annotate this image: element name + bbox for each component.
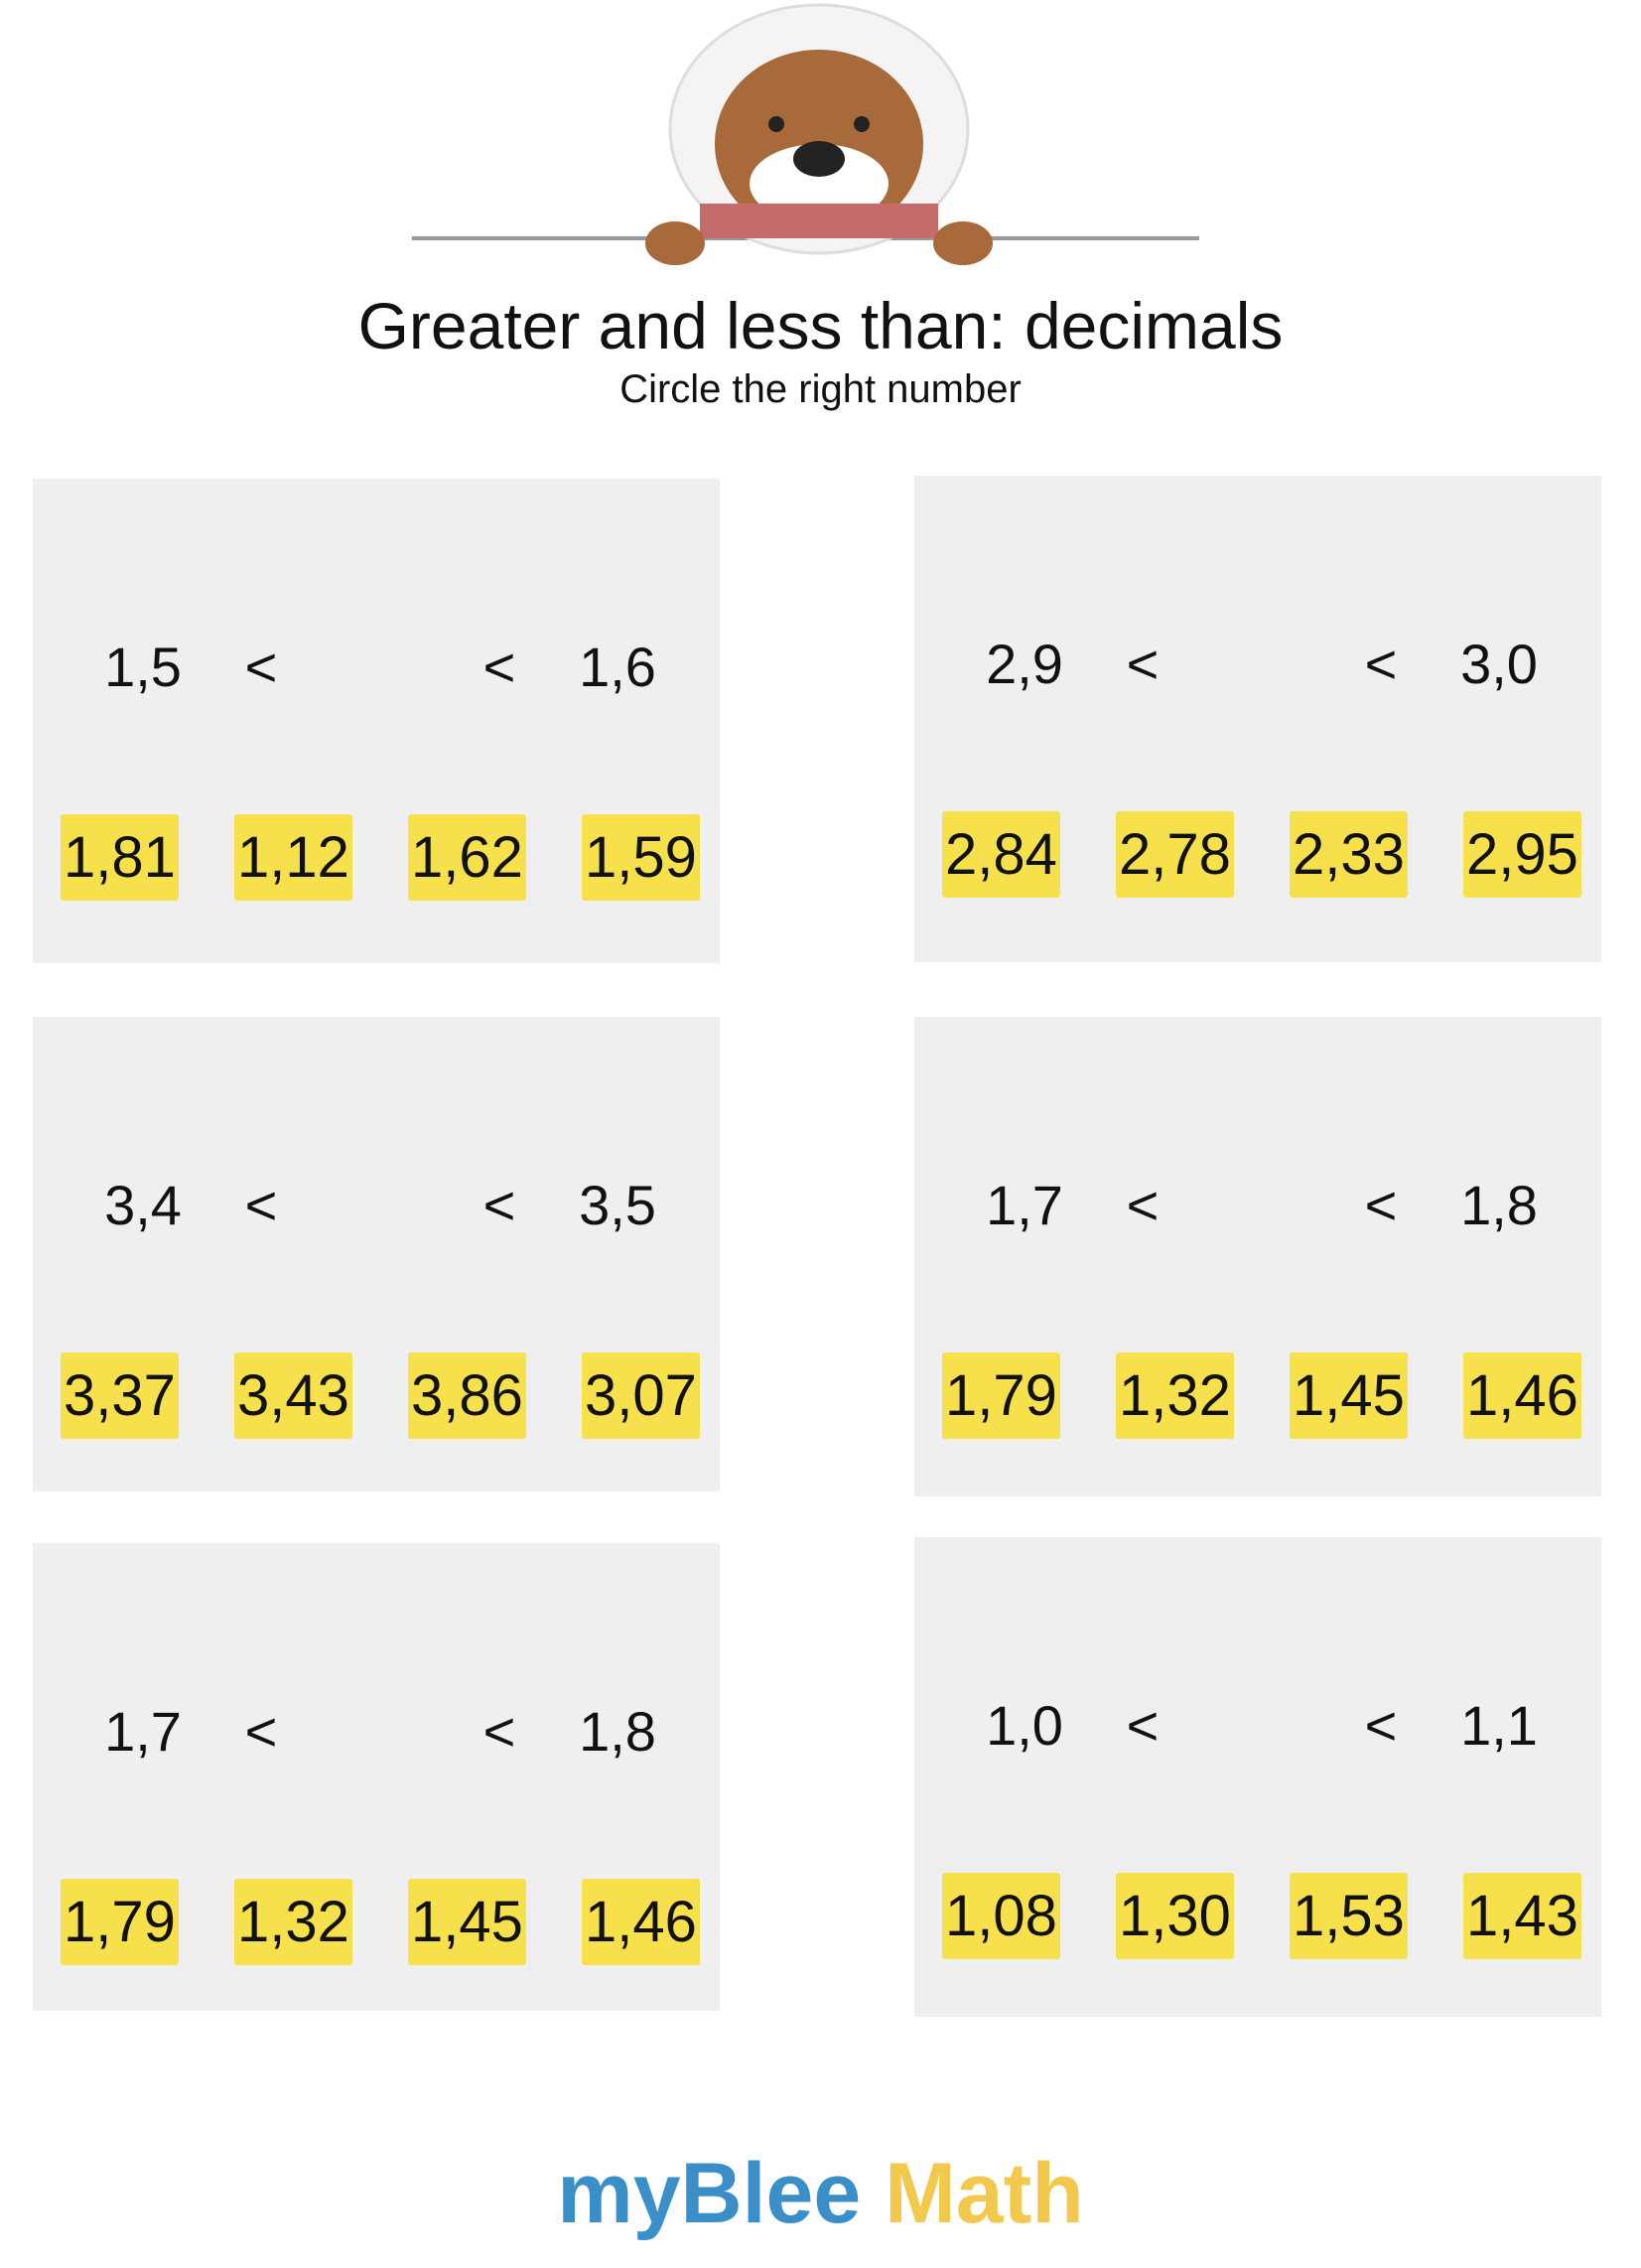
left-number: 1,7 [986,1174,1063,1236]
right-number: 1,6 [579,636,656,698]
answer-option[interactable]: 1,08 [942,1873,1060,1959]
answer-option[interactable]: 1,46 [1463,1352,1581,1439]
logo: myBlee Math [0,2145,1641,2243]
right-number: 1,8 [1460,1174,1538,1236]
right-number: 1,8 [579,1700,656,1763]
answer-option[interactable]: 1,45 [408,1879,526,1965]
less-than: < [482,1700,516,1763]
answer-option[interactable]: 1,53 [1290,1873,1408,1959]
less-than: < [244,636,278,698]
answer-option[interactable]: 1,32 [234,1879,352,1965]
answer-option[interactable]: 1,46 [582,1879,700,1965]
answer-option[interactable]: 1,45 [1290,1352,1408,1439]
answer-option[interactable]: 2,95 [1463,811,1581,898]
left-number: 1,5 [104,636,182,698]
exercise-panel: 3,4 < <3,5 3,37 3,43 3,86 3,07 [33,1017,720,1491]
answer-option[interactable]: 1,59 [582,814,700,901]
answer-option[interactable]: 3,43 [234,1352,352,1439]
exercise-panel: 1,7 < <1,8 1,79 1,32 1,45 1,46 [33,1543,720,2011]
less-than: < [1126,1174,1160,1236]
mascot [412,3,1199,265]
answer-option[interactable]: 1,12 [234,814,352,901]
less-than: < [1126,1694,1160,1757]
answer-option[interactable]: 3,37 [61,1352,179,1439]
less-than: < [1364,1174,1398,1236]
less-than: < [482,1174,516,1236]
exercise-panel: 1,0 < <1,1 1,08 1,30 1,53 1,43 [914,1537,1601,2017]
exercise-panel: 2,9 < <3,0 2,84 2,78 2,33 2,95 [914,476,1601,962]
answer-option[interactable]: 3,07 [582,1352,700,1439]
title: Greater and less than: decimals [357,289,1284,362]
exercise-panel: 1,7 < <1,8 1,79 1,32 1,45 1,46 [914,1017,1601,1496]
left-number: 2,9 [986,633,1063,695]
less-than: < [244,1700,278,1763]
subtitle: Circle the right number [619,367,1022,411]
answer-option[interactable]: 1,43 [1463,1873,1581,1959]
left-number: 3,4 [104,1174,182,1236]
answer-option[interactable]: 1,79 [942,1352,1060,1439]
answer-option[interactable]: 1,79 [61,1879,179,1965]
answer-option[interactable]: 1,81 [61,814,179,901]
subject: Math [885,2146,1084,2241]
less-than: < [1126,633,1160,695]
right-number: 3,0 [1460,633,1538,695]
answer-option[interactable]: 2,84 [942,811,1060,898]
left-number: 1,7 [104,1700,182,1763]
left-number: 1,0 [986,1694,1063,1757]
answer-option[interactable]: 1,32 [1116,1352,1234,1439]
exercise-panel: 1,5 < <1,6 1,81 1,12 1,62 1,59 [33,479,720,963]
brand: myBlee [557,2146,862,2241]
answer-option[interactable]: 1,62 [408,814,526,901]
less-than: < [482,636,516,698]
right-number: 1,1 [1460,1694,1538,1757]
answer-option[interactable]: 1,30 [1116,1873,1234,1959]
answer-option[interactable]: 3,86 [408,1352,526,1439]
less-than: < [1364,1694,1398,1757]
less-than: < [244,1174,278,1236]
answer-option[interactable]: 2,78 [1116,811,1234,898]
answer-option[interactable]: 2,33 [1290,811,1408,898]
right-number: 3,5 [579,1174,656,1236]
less-than: < [1364,633,1398,695]
